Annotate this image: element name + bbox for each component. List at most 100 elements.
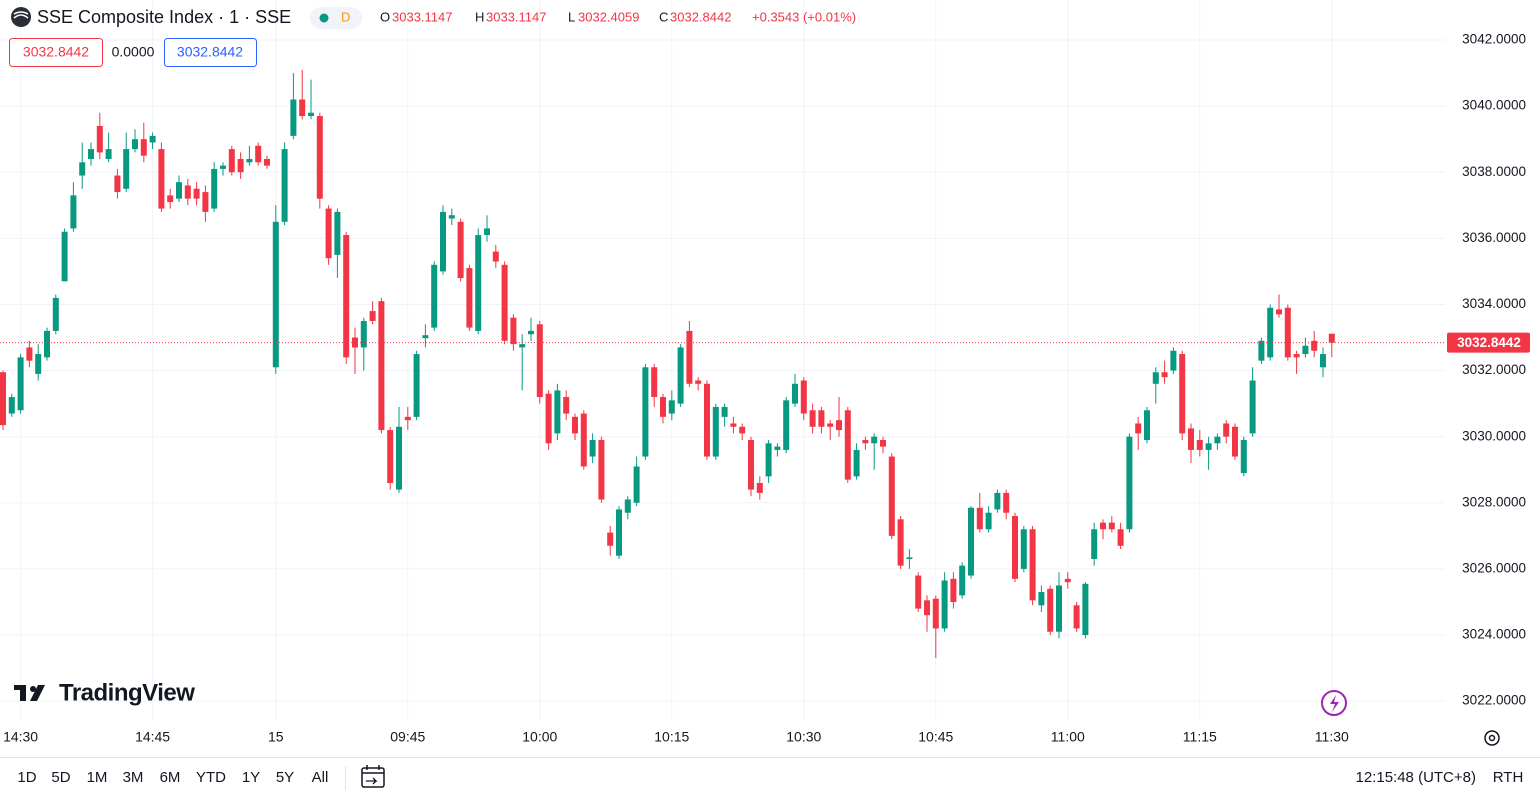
candle-body	[220, 165, 226, 169]
candle-body	[686, 330, 693, 384]
status-dot	[319, 13, 329, 23]
x-tick-label: 14:45	[135, 729, 170, 745]
symbol-title[interactable]: SSE Composite Index · 1 · SSE	[37, 7, 291, 27]
x-tick-label: 10:45	[918, 729, 953, 745]
x-tick-label: 11:00	[1051, 729, 1085, 745]
range-button[interactable]: 5Y	[276, 769, 294, 786]
candle-body	[572, 416, 578, 434]
candle-body	[756, 482, 763, 493]
range-button[interactable]: 1M	[87, 769, 108, 786]
candle-body	[792, 383, 798, 404]
candle-body	[880, 440, 886, 447]
range-button[interactable]: YTD	[196, 769, 226, 786]
y-tick-label: 3032.0000	[1462, 362, 1526, 377]
last-price-label: 3032.8442	[1457, 335, 1521, 350]
candle-body	[660, 397, 666, 417]
session-toggle[interactable]: RTH	[1493, 769, 1524, 786]
ohlc-label: C	[659, 9, 668, 24]
clock: 12:15:48 (UTC+8)	[1356, 769, 1476, 786]
candle-body	[1170, 350, 1177, 371]
candle-body	[457, 221, 464, 279]
candle-body	[748, 440, 754, 490]
bid-value: 3032.8442	[23, 44, 89, 60]
candle-body	[633, 466, 640, 503]
candle-body	[642, 367, 649, 457]
candle-body	[105, 149, 112, 160]
x-tick-label: 10:00	[522, 729, 557, 745]
range-button[interactable]: 3M	[123, 769, 144, 786]
y-tick-label: 3038.0000	[1462, 164, 1526, 179]
status-badge[interactable]	[310, 7, 362, 29]
range-button[interactable]: 6M	[160, 769, 181, 786]
range-button[interactable]: 5D	[51, 769, 70, 786]
range-button[interactable]: 1D	[17, 769, 36, 786]
candle-body	[184, 185, 191, 199]
candle-body	[70, 195, 77, 229]
candle-body	[1126, 436, 1133, 530]
candle-body	[422, 335, 429, 339]
y-tick-label: 3022.0000	[1462, 693, 1526, 708]
candle-body	[915, 575, 922, 609]
candle-body	[431, 264, 438, 328]
candle-body	[1047, 588, 1054, 632]
candle-body	[668, 400, 675, 414]
last-price-box	[1447, 332, 1530, 353]
candle-body	[387, 430, 394, 483]
candle-body	[1328, 333, 1335, 343]
candle-body	[853, 449, 860, 477]
candle-body	[290, 99, 297, 136]
candle-body	[624, 499, 631, 513]
candle-body	[176, 182, 182, 199]
bid-box[interactable]	[9, 38, 103, 67]
date-range-icon[interactable]	[361, 765, 385, 788]
candle-body	[836, 420, 842, 431]
candle-body	[765, 443, 772, 477]
status-label: D	[341, 9, 350, 24]
candle-body	[1293, 354, 1300, 358]
candle-body	[202, 192, 209, 212]
candle-body	[61, 231, 68, 282]
candle-body	[1064, 578, 1071, 583]
ohlc-value: 3033.1147	[392, 9, 453, 24]
candle-body	[1029, 529, 1036, 601]
candle-body	[941, 580, 948, 629]
candle-body	[501, 264, 508, 341]
candle-body	[114, 175, 121, 193]
y-tick-label: 3042.0000	[1462, 32, 1526, 47]
x-tick-label: 15	[268, 729, 284, 745]
candle-body	[1003, 492, 1010, 513]
candle-body	[1108, 522, 1115, 530]
candle-body	[281, 149, 288, 222]
candle-body	[862, 440, 869, 444]
candle-body	[545, 393, 552, 444]
candle-body	[1232, 426, 1238, 457]
candle-body	[1038, 592, 1045, 606]
candle-body	[149, 135, 156, 143]
candle-body	[88, 149, 94, 160]
candle-body	[308, 112, 314, 117]
candle-body	[325, 208, 332, 259]
candle-body	[1161, 372, 1168, 378]
y-tick-label: 3034.0000	[1462, 296, 1526, 311]
range-button[interactable]: 1Y	[242, 769, 260, 786]
x-tick-label: 14:30	[3, 729, 38, 745]
candle-body	[35, 354, 42, 374]
candle-body	[844, 410, 851, 480]
candle-body	[475, 235, 482, 331]
candle-body	[1152, 372, 1159, 384]
candle-body	[44, 330, 50, 358]
symbol-logo	[11, 7, 31, 27]
range-button[interactable]: All	[312, 769, 329, 786]
candle-body	[616, 509, 622, 556]
candle-body	[871, 436, 878, 444]
ask-box[interactable]	[164, 38, 257, 67]
alert-icon[interactable]	[1321, 690, 1347, 716]
settings-icon[interactable]	[1484, 730, 1500, 746]
candle-body	[888, 456, 895, 536]
candle-body	[1082, 583, 1089, 636]
x-tick-label: 10:15	[654, 729, 689, 745]
candle-body	[1302, 345, 1309, 355]
spread-value: 0.0000	[112, 44, 155, 60]
candles-layer	[0, 69, 1335, 659]
candle-body	[704, 383, 710, 457]
